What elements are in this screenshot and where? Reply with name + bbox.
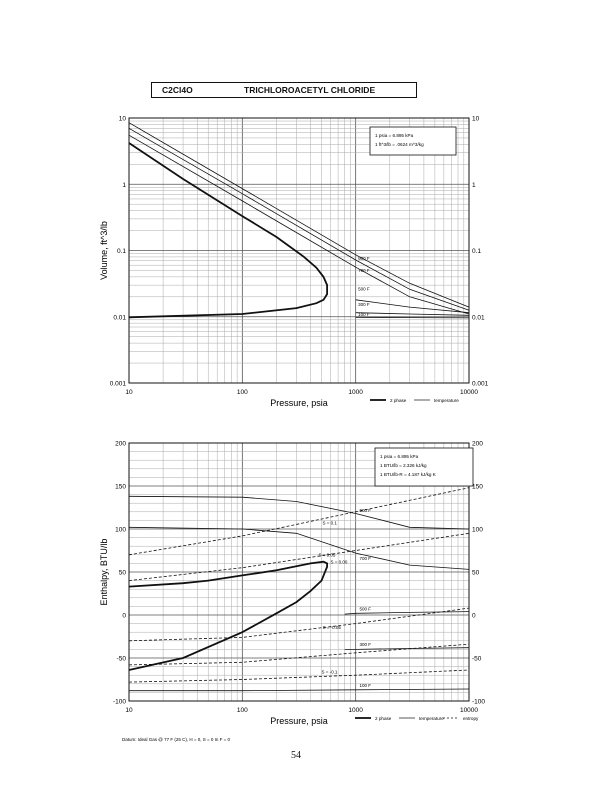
y-tick-label-left: 10 [119,116,127,123]
x-tick-label: 10 [125,389,133,396]
entropy-line [128,487,470,556]
y-tick-label-left: 0.001 [110,381,127,388]
legend-label: temperature [434,398,459,403]
enthalpy-pressure-chart: 10 100 1000 10000200150100500-50-1002001501… [99,441,485,743]
y-tick-label-left: -50 [117,656,127,663]
two-phase-curve [128,560,329,671]
temperature-line [128,526,470,570]
temperature-line [129,688,470,692]
conversion-text: 1 ft^3/lb = .0624 m^3/kg [375,142,424,147]
temperature-line [355,312,470,316]
temperature-line [128,122,470,308]
curve-label: 900 F [358,256,370,261]
y-tick-label-left: 0.1 [117,248,126,255]
x-tick-label: 10000 [460,707,478,714]
curve-label: 100 F [358,312,370,317]
curve-label: S = -0.1 [322,669,338,674]
y-tick-label-right: 0 [472,613,476,620]
chart-title-box: C2Cl4O TRICHLOROACETYL CHLORIDE [151,82,417,98]
curve-label: 700 F [359,556,371,561]
conversion-box [374,447,474,487]
temperature-line [355,316,470,319]
x-axis-label: Pressure, psia [270,398,328,408]
y-tick-label-right: -50 [472,656,482,663]
curve-label: S = 0.00 [331,559,348,564]
legend-label: temperature [419,716,444,721]
entropy-line [128,669,470,683]
two-phase-curve [128,142,329,319]
temperature-line [355,299,470,314]
plot-frame [128,442,470,702]
y-tick-label-right: 150 [472,484,483,491]
temperature-line [344,647,470,650]
y-tick-label-right: 100 [472,527,483,534]
compound-name: TRICHLOROACETYL CHLORIDE [244,85,376,95]
curve-label: 300 F [358,302,370,307]
curve-label: 700 F [358,268,370,273]
conversion-box [369,126,457,156]
x-tick-label: 100 [237,707,248,714]
curve-label: 500 F [358,286,370,291]
y-tick-label-right: 10 [472,116,480,123]
y-axis-label: Volume, ft^3/lb [99,221,109,280]
y-tick-label-right: 0.01 [472,314,485,321]
x-tick-label: 1000 [348,707,363,714]
curve-label: 100 F [359,683,371,688]
y-tick-label-right: 0.001 [472,381,489,388]
legend-label: 2 phase [375,716,392,721]
y-tick-label-left: 1 [122,182,126,189]
curve-label: S = 0.05 [319,553,336,558]
y-tick-label-left: 50 [119,570,127,577]
conversion-text: 1 BTU/lb-R = 4.187 kJ/kg K [380,472,437,477]
y-tick-label-right: 0.1 [472,248,481,255]
y-tick-label-left: 150 [115,484,126,491]
entropy-line [128,532,470,581]
x-tick-label: 1000 [348,389,363,396]
temperature-line [128,134,470,315]
y-tick-label-right: 1 [472,182,476,189]
datum-note: Datum: Ideal Gas @ 77 F (25 C), H = 0, S… [122,737,230,742]
y-tick-label-left: 100 [115,527,126,534]
curve-label: 900 F [359,508,371,513]
conversion-text: 1 psia = 6.895 kPa [380,454,419,459]
compound-formula: C2Cl4O [162,85,193,95]
x-tick-label: 10000 [460,389,478,396]
y-tick-label-left: 0.01 [113,314,126,321]
x-axis-label: Pressure, psia [270,716,328,726]
y-tick-label-left: 0 [122,613,126,620]
temperature-line [128,127,470,311]
curve-label: S = 0.1 [323,521,338,526]
conversion-text: 1 psia = 6.895 kPa [375,133,414,138]
entropy-line [128,643,470,666]
y-axis-label: Enthalpy, BTU/lb [99,539,109,606]
curve-label: 300 F [359,642,371,647]
y-tick-label-right: 200 [472,441,483,448]
curve-label: S = -0.05 [323,625,342,630]
x-tick-label: 100 [237,389,248,396]
curve-label: 500 F [359,607,371,612]
plot-frame [128,117,470,384]
y-tick-label-right: 50 [472,570,480,577]
temperature-line [344,611,470,615]
volume-pressure-chart: 10 100 1000 100001010.10.010.0011010.10.010… [99,116,489,409]
entropy-line [128,607,470,642]
legend-label: entropy [463,716,479,721]
y-tick-label-left: 200 [115,441,126,448]
conversion-text: 1 BTU/lb = 2.326 kJ/kg [380,463,427,468]
temperature-line [128,495,470,530]
y-tick-label-left: -100 [113,699,126,706]
x-tick-label: 10 [125,707,133,714]
page-number: 54 [291,750,301,761]
y-tick-label-right: -100 [472,699,485,706]
legend-label: 2 phase [390,398,407,403]
